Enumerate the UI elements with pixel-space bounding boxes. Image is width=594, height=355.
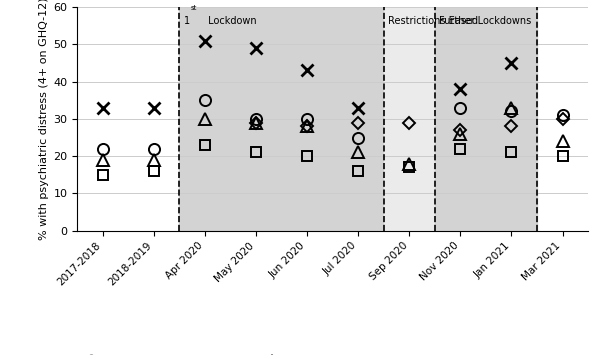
Text: Lockdown: Lockdown — [205, 16, 257, 26]
Text: 1: 1 — [184, 16, 189, 26]
Text: Restrictions Eased: Restrictions Eased — [388, 16, 478, 26]
Bar — [435, 7, 537, 231]
Y-axis label: % with psychiatric distress (4+ on GHQ-12): % with psychiatric distress (4+ on GHQ-1… — [39, 0, 49, 240]
Legend: Single with no children <16yrs, Single with children <16yrs, Couple with no chil: Single with no children <16yrs, Single w… — [82, 352, 422, 355]
Bar — [384, 7, 435, 231]
Text: Further Lockdowns: Further Lockdowns — [439, 16, 531, 26]
Bar — [179, 7, 384, 231]
Text: st: st — [191, 5, 197, 11]
